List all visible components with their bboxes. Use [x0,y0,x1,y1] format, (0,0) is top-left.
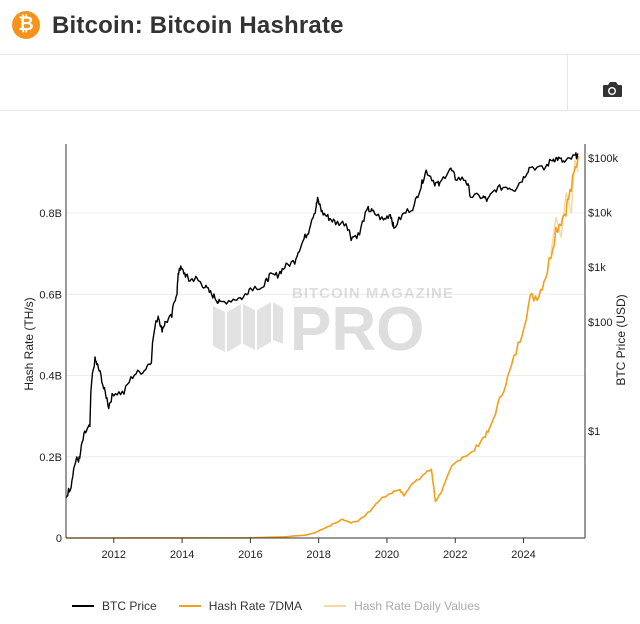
y-right-tick-4: $100k [588,153,618,165]
y-right-tick-3: $10k [588,208,612,220]
watermark-big-text: PRO [290,295,424,364]
watermark-top-text: BITCOIN MAGAZINE [292,285,454,302]
toolbar-divider [567,54,568,110]
x-tick-6: 2024 [511,549,535,561]
x-tick-4: 2020 [375,549,399,561]
x-tick-0: 2012 [102,549,126,561]
y-axis-right-label: BTC Price (USD) [614,294,628,385]
y-left-tick-3: 0.6B [39,289,62,301]
legend-item-hash-rate-daily[interactable]: Hash Rate Daily Values [324,599,480,613]
y-right-tick-1: $100 [588,317,612,329]
legend-swatch-hash-rate-daily [324,605,347,607]
y-right-tick-0: $1 [588,426,600,438]
chart-legend: BTC Price Hash Rate 7DMA Hash Rate Daily… [72,598,502,614]
series-line-btc-price [65,152,579,499]
series-line-hash-rate-7dma [66,156,579,539]
y-right-tick-2: $1k [588,262,606,274]
legend-label-hash-rate-7dma: Hash Rate 7DMA [208,599,303,613]
x-tick-2: 2016 [238,549,262,561]
camera-icon[interactable] [598,78,626,102]
series-line-hash-rate-daily [550,160,579,254]
series-layer [65,152,579,539]
x-tick-1: 2014 [170,549,194,561]
hashrate-chart: BITCOIN MAGAZINE PRO 0 0.2B 0.4B 0.6B 0.8B $1… [22,144,628,561]
y-axis-left-label: Hash Rate (TH/s) [22,297,36,390]
chart-toolbar [0,54,640,111]
y-left-tick-2: 0.4B [39,371,62,383]
legend-item-hash-rate-7dma[interactable]: Hash Rate 7DMA [178,599,303,613]
page-title: Bitcoin: Bitcoin Hashrate [52,12,344,39]
legend-label-hash-rate-daily: Hash Rate Daily Values [354,599,480,613]
x-tick-3: 2018 [306,549,330,561]
watermark: BITCOIN MAGAZINE PRO [213,285,454,364]
y-left-tick-0: 0 [56,533,62,545]
axes [65,144,586,543]
legend-swatch-btc-price [72,605,94,607]
y-left-tick-4: 0.8B [39,208,62,220]
x-tick-5: 2022 [443,549,467,561]
legend-item-btc-price[interactable]: BTC Price [72,599,157,613]
legend-swatch-hash-rate-7dma [178,605,201,607]
y-left-tick-1: 0.2B [39,452,62,464]
legend-label-btc-price: BTC Price [102,599,157,613]
bitcoin-logo-icon: ₿ [12,11,40,39]
tick-labels: 0 0.2B 0.4B 0.6B 0.8B $1 $100 $1k $10k $100k 2012 2… [39,153,618,561]
header: ₿ Bitcoin: Bitcoin Hashrate [0,0,640,55]
